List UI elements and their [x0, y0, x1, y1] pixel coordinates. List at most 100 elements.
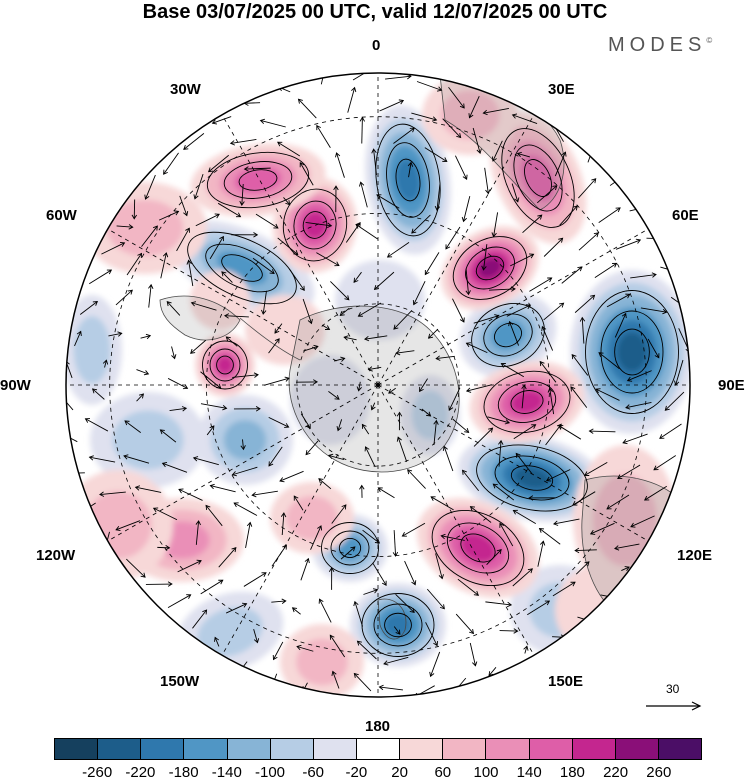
wind-vector-head — [127, 289, 133, 295]
wind-vector-shaft — [543, 237, 563, 257]
wind-vector-shaft — [305, 440, 319, 455]
wind-vector — [558, 425, 582, 440]
wind-vector-head — [651, 272, 657, 278]
wind-vector-shaft — [443, 446, 454, 472]
wind-vector-shaft — [364, 335, 388, 340]
wind-vector — [664, 391, 685, 411]
wind-vector-shaft — [506, 304, 531, 317]
wind-vector — [424, 147, 448, 162]
wind-vector — [253, 629, 260, 644]
colorbar-tick-label: 140 — [516, 764, 542, 781]
wind-vector-head — [166, 300, 172, 307]
wind-vector-head — [178, 488, 184, 494]
wind-vector-head — [359, 116, 366, 122]
wind-vector-head — [293, 495, 299, 501]
wind-vector-head — [328, 453, 334, 459]
wind-vector-head — [491, 232, 497, 238]
wind-vector — [472, 127, 482, 154]
wind-vector — [491, 212, 499, 238]
wind-vector-shaft — [271, 600, 286, 603]
wind-vector-shaft — [296, 646, 314, 652]
wind-vector-head — [373, 284, 380, 290]
wind-vector-shaft — [383, 656, 409, 665]
wind-vector — [239, 183, 245, 207]
wind-vector — [66, 392, 74, 411]
contour-line — [187, 231, 297, 305]
wind-vector-head — [369, 68, 374, 72]
wind-vector-head — [173, 210, 180, 216]
colorbar-swatch — [529, 739, 573, 759]
wind-vector — [299, 161, 314, 186]
wind-vector-head — [231, 546, 237, 553]
colorbar-tick-label: -220 — [125, 764, 156, 781]
wind-vector-shaft — [590, 522, 615, 535]
wind-vector-shaft — [430, 496, 454, 511]
wind-vector-shaft — [442, 118, 462, 138]
wind-vector-shaft — [299, 162, 314, 186]
wind-vector-head — [434, 205, 441, 212]
contour-line — [321, 522, 379, 574]
wind-vector-head — [453, 687, 459, 694]
colorbar-tick-label: -60 — [302, 764, 325, 781]
wind-vector-head — [435, 355, 441, 361]
wind-vector-shaft — [428, 328, 439, 339]
contour-line — [223, 161, 293, 199]
wind-vector-head — [218, 579, 224, 585]
wind-vector-head — [516, 151, 522, 158]
wind-vector — [407, 469, 426, 489]
wind-vector-head — [355, 221, 361, 228]
wind-vector — [559, 205, 578, 226]
wind-vector-shaft — [436, 355, 455, 360]
wind-vector-shaft — [268, 446, 283, 467]
wind-vector-shaft — [372, 562, 387, 586]
wind-vector-shaft — [393, 530, 397, 557]
wind-vector-shaft — [126, 558, 146, 578]
wind-vector-head — [293, 250, 299, 256]
wind-vector-shaft — [581, 317, 585, 344]
wind-vector-head — [407, 469, 413, 475]
wind-vector-shaft — [179, 195, 188, 216]
wind-vector — [200, 403, 228, 411]
wind-vector-head — [165, 545, 171, 551]
wind-vector — [229, 139, 257, 146]
wind-vector — [429, 651, 441, 678]
wind-vector — [595, 388, 620, 401]
wind-vector-head — [552, 185, 558, 191]
wind-vector-head — [229, 140, 236, 146]
wind-vector-shaft — [435, 553, 443, 579]
wind-vector — [251, 490, 278, 498]
wind-vector-head — [316, 124, 321, 131]
wind-vector-head — [378, 684, 384, 691]
wind-vector — [161, 461, 188, 473]
wind-vector-head — [171, 354, 177, 360]
wind-vector-shaft — [108, 332, 122, 337]
contour-line — [293, 200, 337, 250]
wind-vector — [316, 252, 340, 267]
wind-vector-head — [313, 379, 319, 385]
colorbar-swatch — [658, 739, 702, 759]
wind-vector-shaft — [462, 470, 480, 492]
wind-vector — [487, 416, 511, 425]
wind-vector — [442, 445, 454, 472]
wind-vector — [243, 572, 267, 587]
wind-vector — [163, 152, 179, 175]
wind-vector — [66, 429, 78, 443]
wind-vector — [183, 132, 205, 150]
wind-vector — [233, 502, 258, 516]
wind-vector-shaft — [362, 529, 380, 544]
wind-vector — [357, 302, 382, 317]
anomaly-patch — [460, 533, 496, 563]
wind-vector-shaft — [221, 271, 233, 283]
wind-vector-shaft — [387, 241, 410, 258]
wind-vector — [303, 344, 319, 352]
wind-vector-head — [128, 224, 134, 230]
wind-vector-shaft — [163, 152, 179, 175]
wind-vector-head — [284, 376, 290, 382]
wind-vector — [167, 594, 192, 608]
wind-vector-shaft — [188, 260, 194, 287]
wind-vector — [207, 154, 230, 173]
contour-line — [206, 151, 310, 209]
wind-vector-shaft — [225, 603, 247, 614]
wind-vector-shaft — [321, 324, 330, 330]
